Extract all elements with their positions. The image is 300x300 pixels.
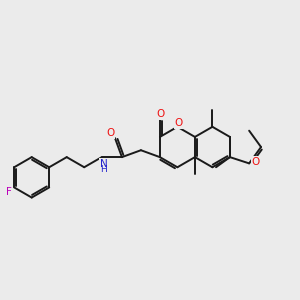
Text: H: H xyxy=(100,164,107,173)
Text: O: O xyxy=(252,157,260,167)
Text: O: O xyxy=(175,118,183,128)
Text: O: O xyxy=(106,128,115,138)
Text: O: O xyxy=(156,109,165,119)
Text: N: N xyxy=(100,159,107,169)
Text: F: F xyxy=(6,187,12,197)
